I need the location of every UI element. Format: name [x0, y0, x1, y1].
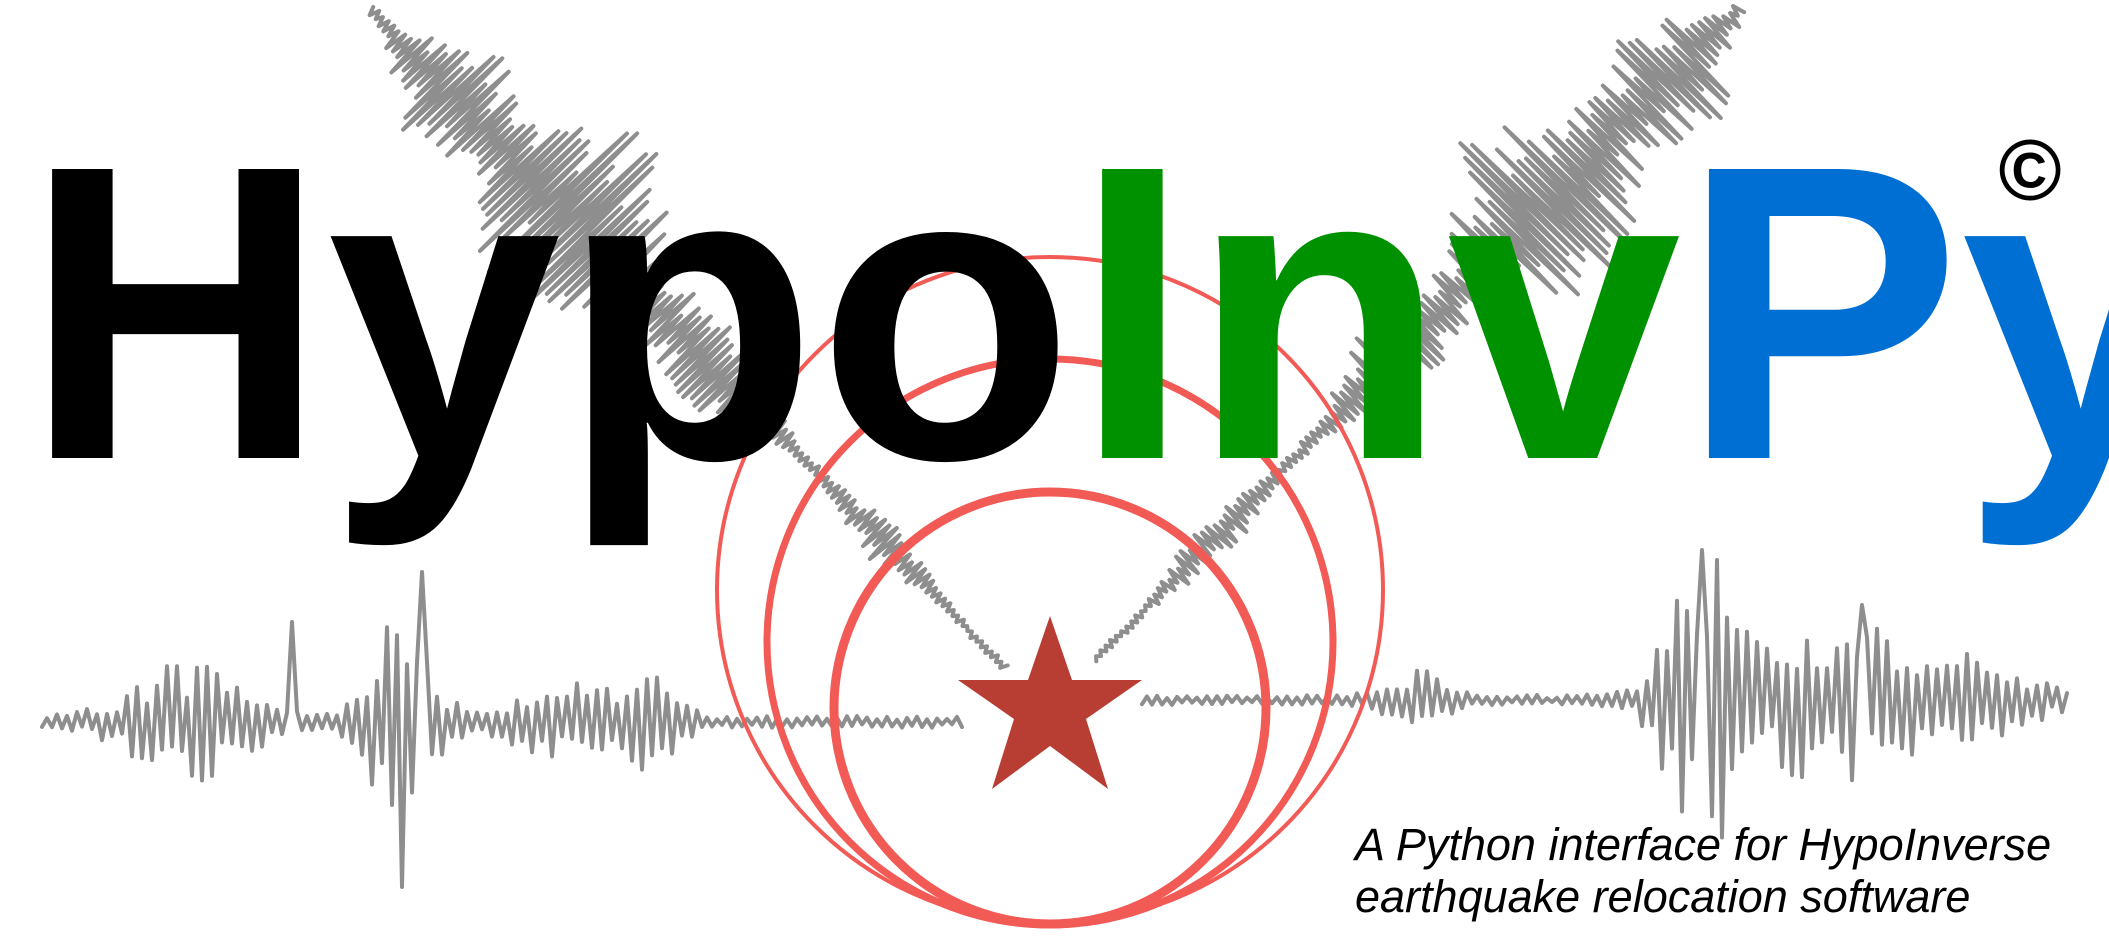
title-part-hypo: Hypo: [24, 79, 1074, 550]
star-icon: [958, 616, 1142, 789]
title-part-py: Py: [1681, 79, 2109, 550]
copyright-icon: ©: [1998, 123, 2061, 219]
seismogram-trace-right: [1140, 548, 2069, 840]
wavefront-rings: [715, 255, 1385, 929]
app-title: HypoInvPy: [24, 79, 2109, 550]
tagline-line-1: A Python interface for HypoInverse: [1352, 819, 2051, 870]
seismogram-trace-left: [40, 570, 964, 889]
wavefront-ring-inner: [829, 487, 1271, 929]
title-part-inv: Inv: [1074, 79, 1683, 548]
tagline-line-2: earthquake relocation software: [1355, 871, 1970, 922]
